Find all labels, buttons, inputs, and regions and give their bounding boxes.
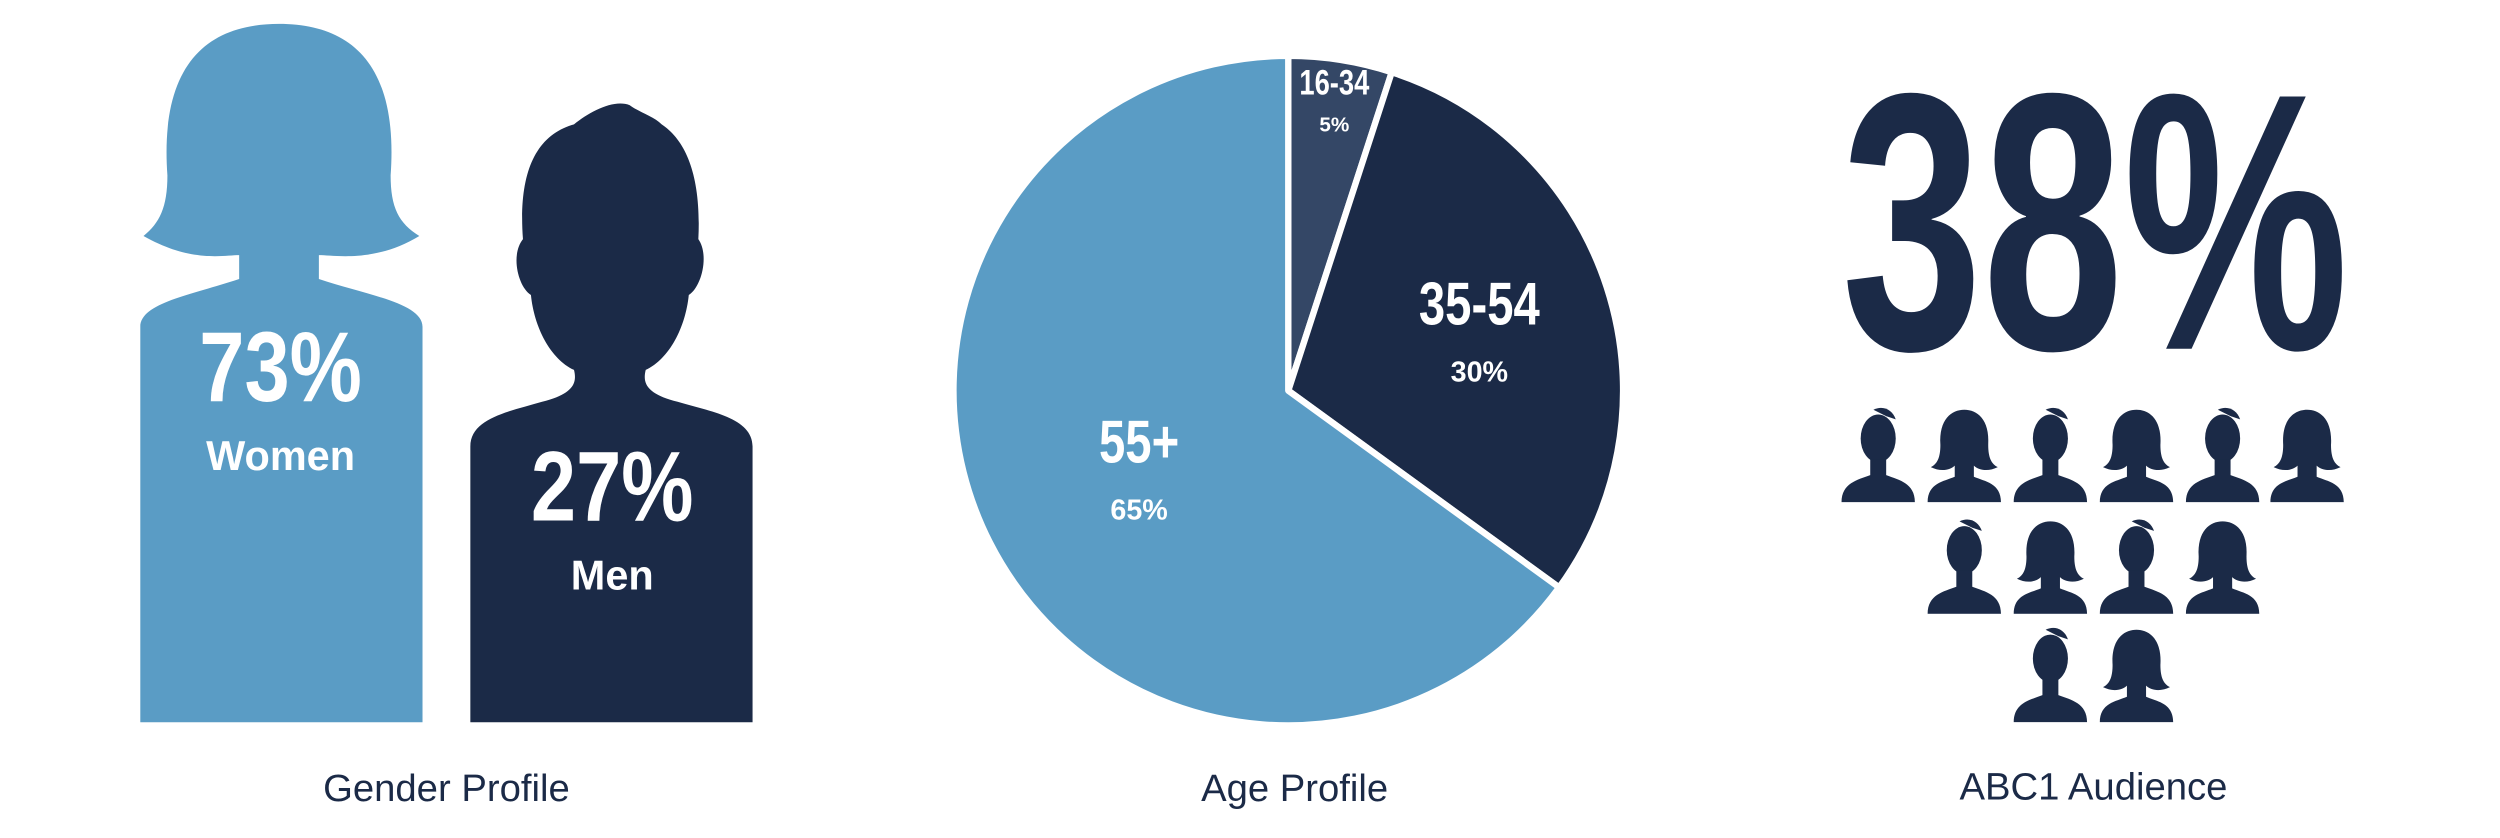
slice-category: 55+ <box>1099 408 1179 476</box>
audience-icon <box>2185 521 2260 614</box>
slice-category: 16-34 <box>1299 63 1369 102</box>
value-label: 73% <box>199 312 362 422</box>
chart-title: ABC1 Audience <box>1959 765 2227 808</box>
chart-title: Gender Profile <box>323 767 570 810</box>
category-label: Women <box>206 432 355 479</box>
pie-slice <box>1285 69 1627 591</box>
audience-icon <box>2099 629 2174 723</box>
stat-value: 38% <box>1842 17 2349 427</box>
audience-icon <box>2099 519 2174 614</box>
pie-slice <box>950 52 1563 729</box>
category-label: Men <box>571 552 654 599</box>
gender-silhouette <box>470 103 753 723</box>
value-label: 27% <box>531 431 694 541</box>
audience-icon <box>1927 519 2001 614</box>
slice-category: 35-54 <box>1419 270 1540 338</box>
slice-value: 65% <box>1110 495 1167 527</box>
chart-title: Age Profile <box>1201 767 1388 810</box>
audience-icon <box>2013 627 2088 723</box>
slice-value: 30% <box>1451 357 1508 389</box>
gender-silhouette <box>140 23 423 723</box>
audience-icon <box>2013 521 2088 614</box>
slice-value: 5% <box>1319 113 1349 136</box>
scaled-layer: 73% Women 27% Men Gender Profile 16-34 5% 35-54… <box>140 17 2349 810</box>
